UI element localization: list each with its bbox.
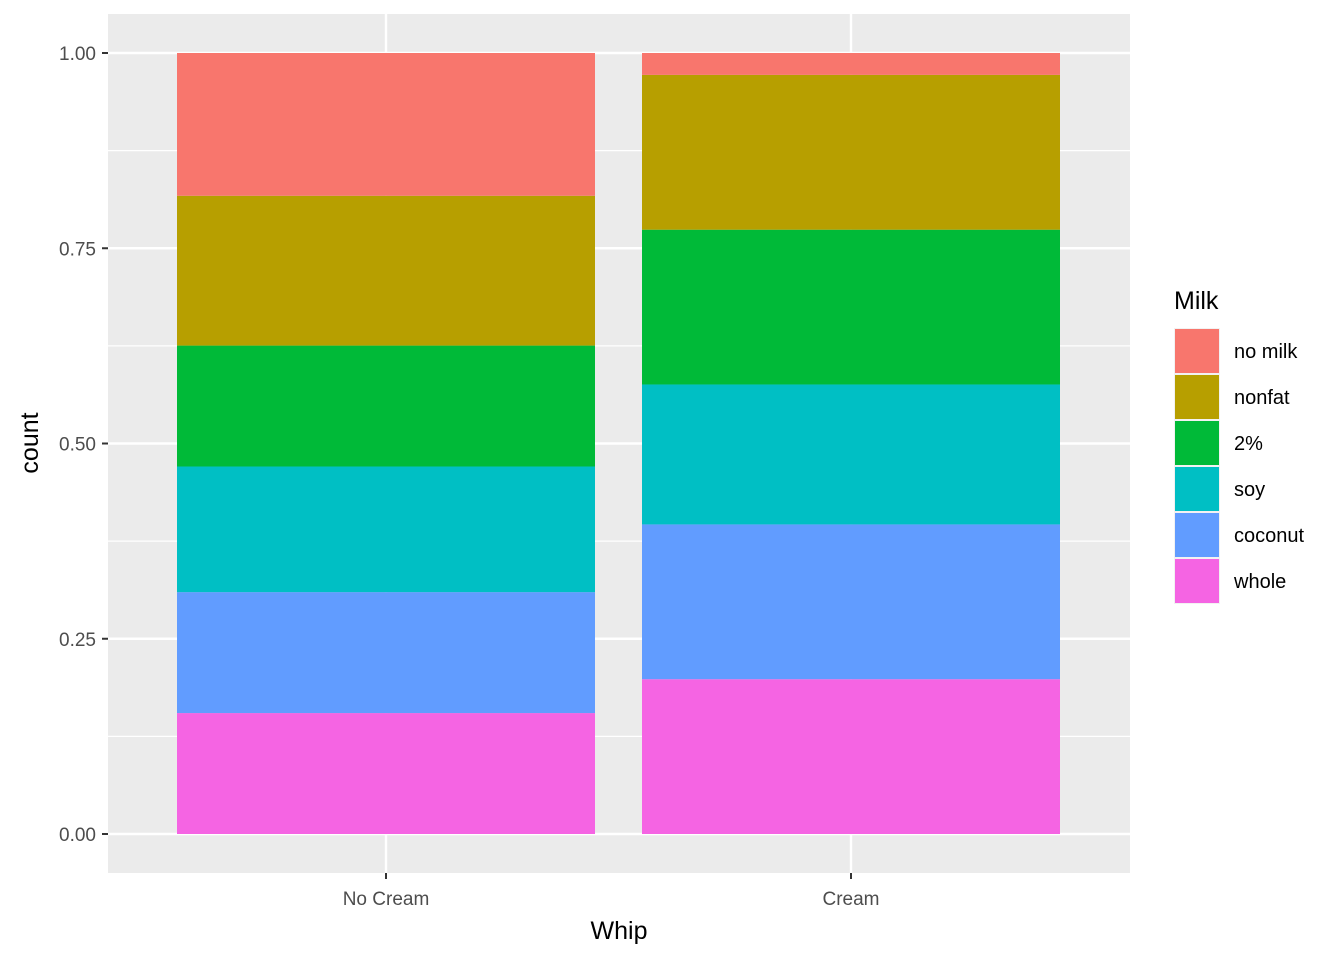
legend-label: whole [1233,571,1286,593]
bar-segment-nomilk-0 [177,53,595,196]
y-tick-label: 0.75 [59,239,96,260]
x-tick-label: Cream [822,889,879,910]
legend-swatch-nomilk [1175,329,1219,373]
legend-swatch-soy [1175,467,1219,511]
legend-label: 2% [1234,433,1263,455]
legend-label: nonfat [1234,387,1290,409]
x-axis-title: Whip [591,917,648,945]
y-tick-label: 0.50 [59,435,96,456]
bar-segment-whole-1 [642,679,1060,834]
bar-segment-soy-0 [177,466,595,593]
bar-segment-coconut-0 [177,592,595,714]
legend-label: soy [1234,479,1265,501]
bar-segment-soy-1 [642,384,1060,525]
legend-swatch-whole [1175,559,1219,603]
bar-segment-nonfat-0 [177,195,595,346]
bar-segment-whole-0 [177,713,595,834]
legend-swatch-2 [1175,421,1219,465]
bars [177,53,1060,834]
axes: 0.00 0.25 0.50 0.75 1.00 No Cream Cream [59,44,879,910]
legend-swatch-nonfat [1175,375,1219,419]
legend-label: coconut [1234,525,1304,547]
bar-segment-nomilk-1 [642,53,1060,75]
bar-segment-2-1 [642,229,1060,385]
bar-segment-2-0 [177,345,595,467]
y-tick-label: 0.00 [59,825,96,846]
legend-title: Milk [1174,287,1219,315]
bar-segment-coconut-1 [642,524,1060,680]
legend: Milk no milk nonfat 2% soy coconut whole [1174,287,1304,604]
legend-label: no milk [1234,341,1298,363]
y-tick-label: 0.25 [59,630,96,651]
bar-segment-nonfat-1 [642,74,1060,230]
legend-swatch-coconut [1175,513,1219,557]
y-tick-label: 1.00 [59,44,96,65]
y-axis-title: count [16,412,44,473]
x-tick-label: No Cream [343,889,430,910]
